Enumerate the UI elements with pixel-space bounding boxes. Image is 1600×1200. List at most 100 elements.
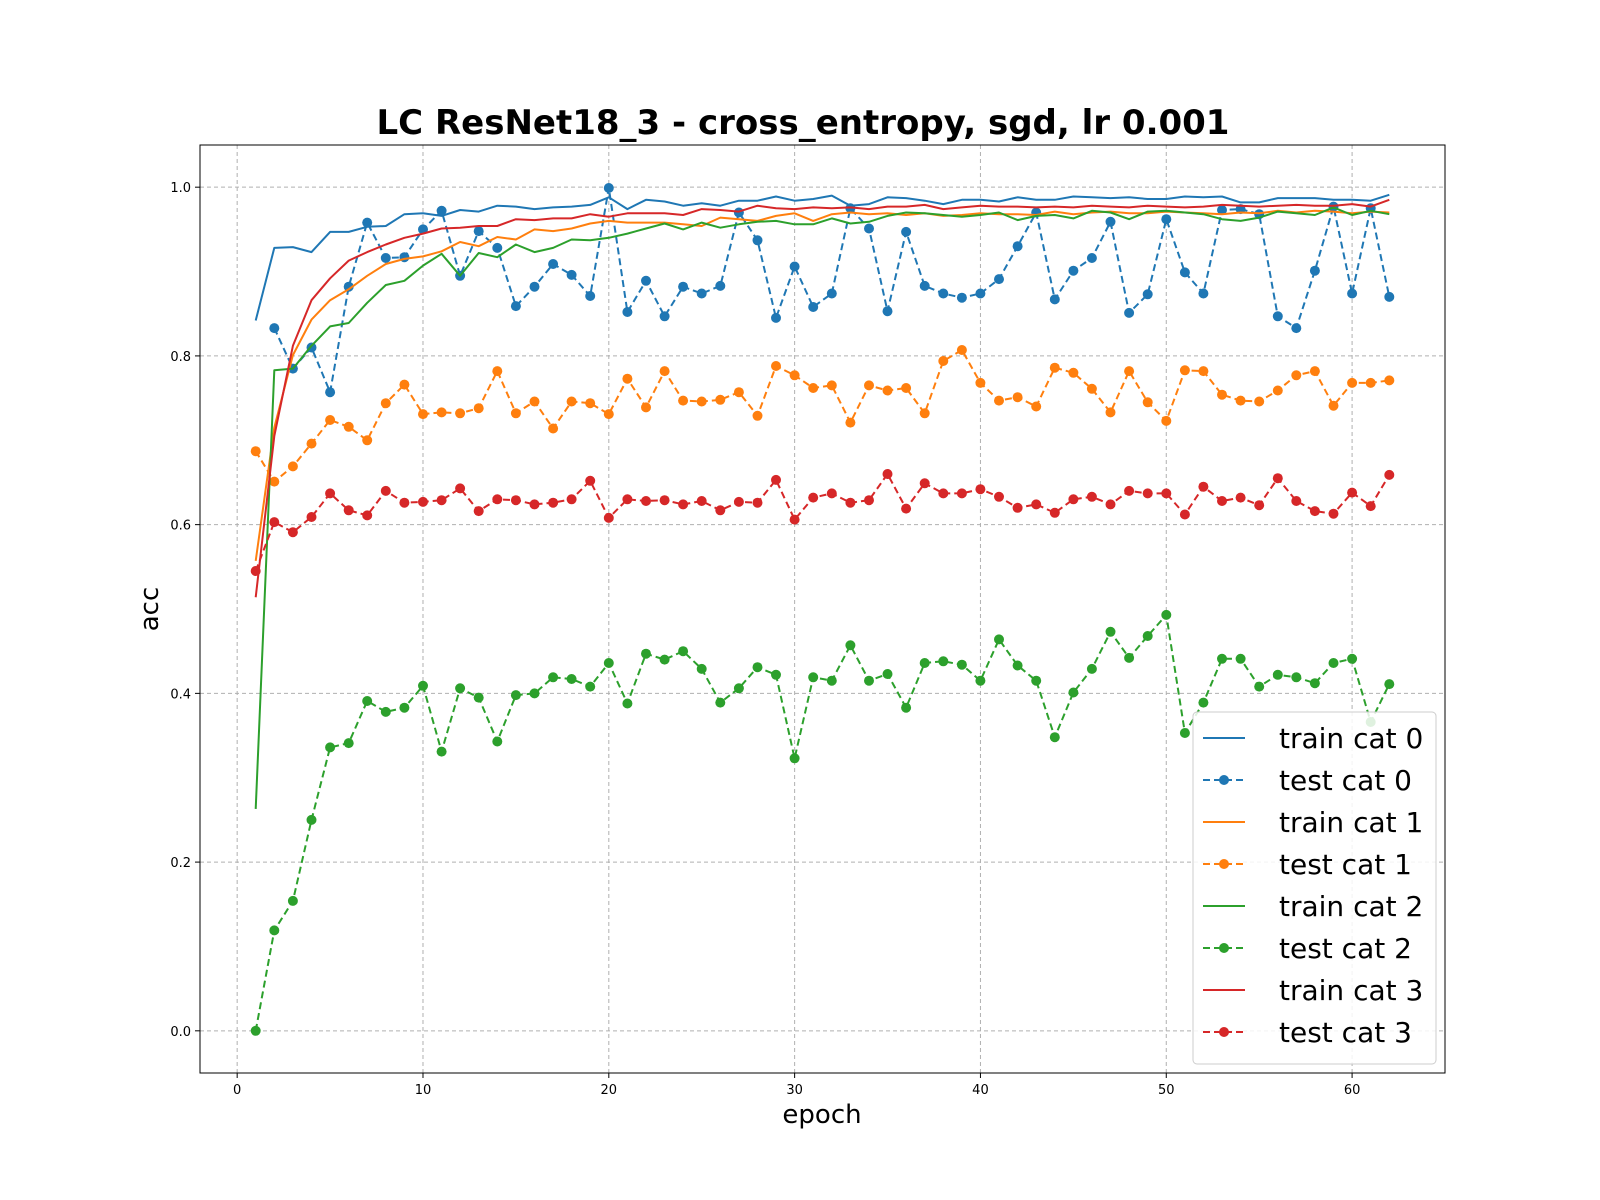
data-point [659,311,670,322]
data-point [1049,732,1060,743]
data-point [1291,496,1302,506]
data-point [919,478,930,489]
data-point [1254,396,1265,407]
data-point [1235,653,1246,664]
series-layer [250,183,1395,1036]
data-point [492,494,503,505]
data-point [771,361,781,371]
legend-box [1192,711,1437,1065]
series-train-cat-2 [254,206,1390,809]
x-tick-label: 30 [786,1083,803,1098]
data-point [696,496,707,506]
data-point [938,488,949,499]
data-point [250,446,261,457]
data-point [1272,311,1283,322]
data-point [938,656,949,667]
data-point [603,512,614,523]
data-point [622,698,633,709]
data-point [1291,370,1302,381]
data-point [492,366,503,377]
data-point [1161,609,1172,620]
data-point [418,496,428,507]
data-point [306,814,317,825]
data-point [1161,415,1172,426]
x-tick-label: 40 [972,1083,989,1098]
data-point [771,312,781,323]
data-point [882,385,893,396]
series-test-cat-3 [250,469,1395,576]
data-point [1328,508,1339,519]
data-point [287,527,298,538]
data-point [343,505,354,516]
data-point [752,497,763,508]
data-point [362,435,373,446]
data-point [752,410,763,421]
data-point [919,408,930,419]
data-point [696,663,707,674]
series-train-cat-3 [254,198,1390,598]
data-point [1031,401,1042,412]
data-point [1347,288,1358,299]
data-point [826,380,837,391]
data-point [566,494,577,505]
data-point [715,505,726,516]
legend-item: train cat 2 [1203,890,1423,923]
data-point [548,423,559,434]
data-point [473,226,484,237]
data-point [622,494,633,505]
data-point [1384,679,1395,690]
data-point [1068,687,1079,698]
legend-label: test cat 3 [1279,1016,1412,1049]
legend-label: train cat 3 [1279,974,1423,1007]
y-tick-label: 0.8 [170,350,191,365]
data-point [1217,653,1227,664]
data-point [919,658,930,668]
data-point [901,383,912,393]
legend-label: test cat 0 [1279,764,1412,797]
data-point [715,394,726,405]
data-point [956,488,967,499]
data-point [1384,469,1395,480]
data-point [287,461,298,472]
data-point [436,205,447,216]
y-tick-label: 0.4 [170,687,191,702]
data-point [510,408,521,419]
data-point [548,497,559,508]
data-point [399,702,410,713]
legend-label: train cat 1 [1279,806,1423,839]
data-point [1086,663,1097,674]
data-point [882,306,893,317]
data-point [399,379,410,390]
legend-item: test cat 2 [1203,932,1412,965]
data-point [1309,366,1320,377]
data-point [975,288,986,299]
data-point [752,662,763,673]
data-point [1086,491,1097,502]
data-point [325,415,336,425]
data-point [956,345,967,355]
data-point [1161,214,1172,225]
data-point [1347,377,1358,388]
data-point [994,634,1004,645]
data-point [864,380,874,391]
data-point [510,690,521,701]
data-point [603,658,614,668]
data-point [1309,506,1320,517]
data-point [287,895,298,906]
data-point [882,469,893,479]
data-point [566,674,577,684]
data-point [1124,652,1135,663]
data-point [715,697,726,708]
data-point [1272,473,1283,484]
data-point [473,692,484,703]
data-point [1012,502,1023,513]
data-point [696,396,707,407]
data-point [362,510,373,521]
data-point [845,497,856,508]
data-point [269,323,280,334]
data-point [250,1025,261,1036]
legend-item: train cat 0 [1203,722,1423,755]
data-point [436,407,447,418]
legend-label: test cat 1 [1279,848,1412,881]
data-point [1068,367,1079,378]
